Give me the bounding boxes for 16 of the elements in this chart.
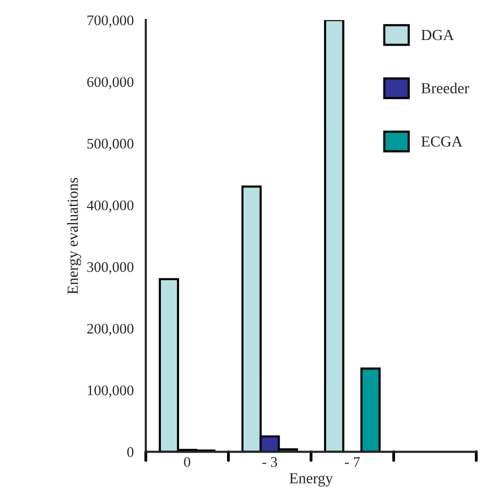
y-tick-label: 0: [127, 447, 134, 458]
y-tick-label: 700,000: [88, 15, 134, 28]
y-tick-label: 300,000: [87, 262, 134, 274]
legend-label: DGA: [421, 30, 454, 40]
y-tick-label: 200,000: [87, 324, 134, 336]
y-tick-label: 600,000: [87, 77, 134, 90]
y-tick-label: 100,000: [88, 385, 134, 398]
y-axis-title: Energy evaluations: [67, 178, 82, 294]
x-tick-label: - 3: [262, 457, 278, 467]
x-tick-label: 0: [184, 457, 190, 467]
x-axis-title: Energy: [290, 473, 333, 487]
legend-label: ECGA: [421, 136, 462, 147]
y-tick-label: 500,000: [87, 138, 134, 151]
y-tick-label: 400,000: [86, 200, 134, 212]
x-tick-label: - 7: [344, 457, 360, 467]
legend-label: Breeder: [421, 82, 470, 94]
